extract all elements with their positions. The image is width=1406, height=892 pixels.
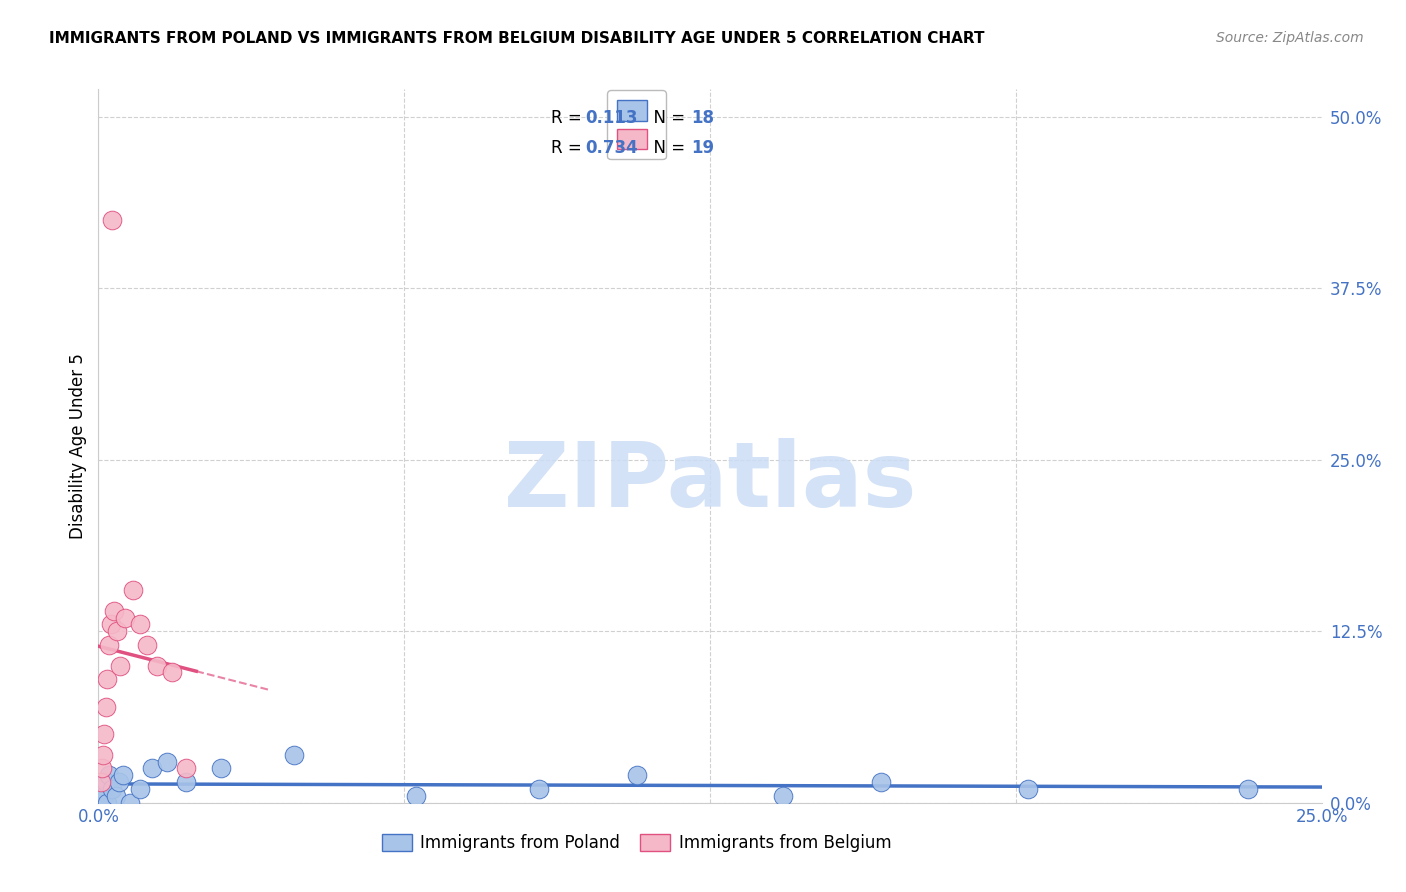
Point — [93, 789, 115, 803]
Point — [94, 699, 117, 714]
Text: R =: R = — [551, 139, 588, 157]
Point — [91, 762, 114, 776]
Point — [283, 747, 305, 762]
Point — [176, 775, 198, 789]
Text: N =: N = — [643, 109, 690, 128]
Point — [94, 775, 117, 789]
Point — [160, 665, 183, 680]
Point — [100, 617, 122, 632]
Point — [111, 768, 134, 782]
Point — [96, 796, 118, 810]
Point — [405, 789, 427, 803]
Text: 19: 19 — [692, 139, 714, 157]
Point — [129, 617, 152, 632]
Point — [870, 775, 893, 789]
Text: 18: 18 — [692, 109, 714, 128]
Point — [1017, 782, 1039, 797]
Text: Source: ZipAtlas.com: Source: ZipAtlas.com — [1216, 31, 1364, 45]
Point — [156, 755, 179, 769]
Point — [98, 768, 121, 782]
Point — [91, 782, 114, 797]
Point — [176, 762, 198, 776]
Legend: Immigrants from Poland, Immigrants from Belgium: Immigrants from Poland, Immigrants from … — [375, 827, 898, 859]
Point — [96, 673, 118, 687]
Point — [104, 789, 127, 803]
Point — [98, 638, 121, 652]
Text: 0.734: 0.734 — [585, 139, 638, 157]
Point — [527, 782, 550, 797]
Point — [103, 604, 125, 618]
Point — [90, 789, 112, 803]
Point — [93, 727, 115, 741]
Point — [90, 775, 112, 789]
Point — [108, 775, 131, 789]
Point — [101, 212, 124, 227]
Point — [146, 658, 169, 673]
Text: N =: N = — [643, 139, 690, 157]
Point — [626, 768, 648, 782]
Point — [101, 782, 124, 797]
Text: IMMIGRANTS FROM POLAND VS IMMIGRANTS FROM BELGIUM DISABILITY AGE UNDER 5 CORRELA: IMMIGRANTS FROM POLAND VS IMMIGRANTS FRO… — [49, 31, 984, 46]
Text: R =: R = — [551, 109, 588, 128]
Point — [1237, 782, 1260, 797]
Point — [136, 638, 159, 652]
Point — [91, 747, 114, 762]
Point — [121, 583, 143, 598]
Text: 0.113: 0.113 — [585, 109, 638, 128]
Point — [120, 796, 142, 810]
Point — [141, 762, 163, 776]
Point — [772, 789, 794, 803]
Point — [114, 610, 136, 624]
Text: ZIPatlas: ZIPatlas — [503, 438, 917, 525]
Y-axis label: Disability Age Under 5: Disability Age Under 5 — [69, 353, 87, 539]
Point — [105, 624, 128, 639]
Point — [129, 782, 152, 797]
Point — [110, 658, 132, 673]
Point — [209, 762, 232, 776]
